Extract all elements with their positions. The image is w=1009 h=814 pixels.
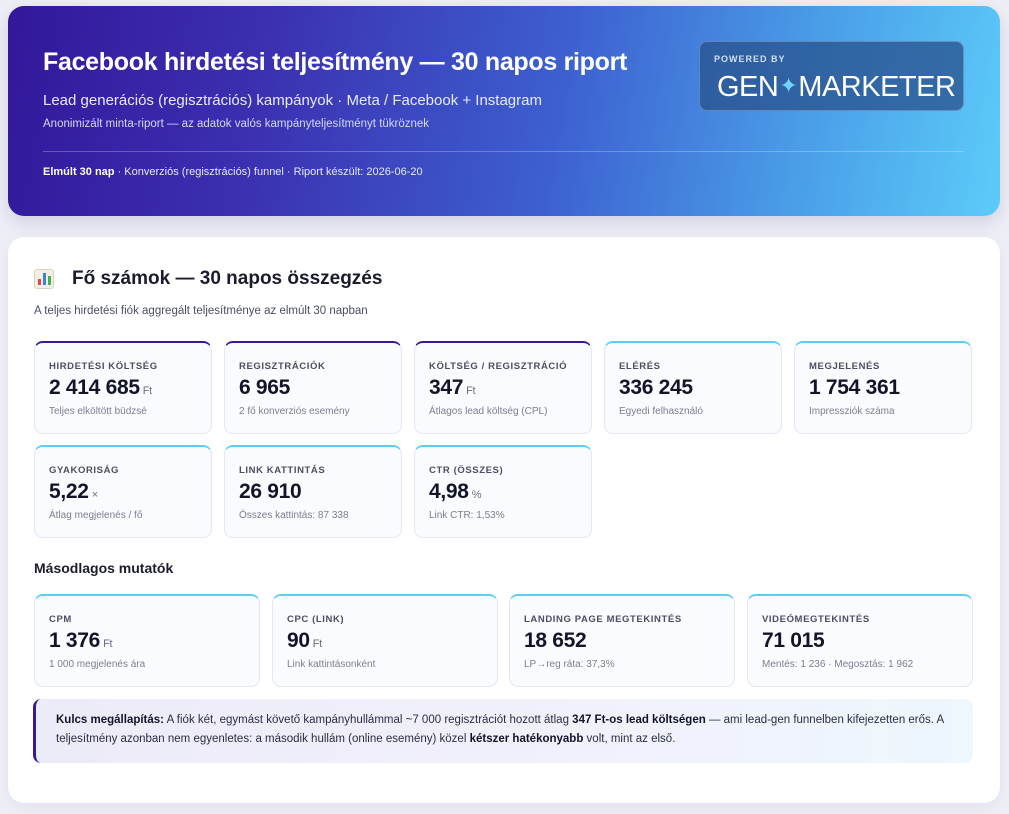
kpi-caption: LP→reg ráta: 37,3%	[524, 659, 615, 670]
kpi-label: CPC (LINK)	[287, 614, 345, 625]
kpi-caption: Link CTR: 1,53%	[429, 510, 505, 521]
kpi-tile: REGISZTRÁCIÓK 6 965 2 fő konverziós esemén…	[224, 341, 402, 434]
kpi-value: 1 754 361	[809, 376, 903, 400]
key-insight-box: Kulcs megállapítás: A fiók két, egymást …	[33, 699, 973, 763]
kpi-tile: LINK KATTINTÁS 26 910 Összes kattintás: 87…	[224, 445, 402, 538]
kpi-value: 2 414 685 Ft	[49, 376, 152, 400]
genmarketer-logo: POWERED BY GEN✦MARKETER	[699, 41, 964, 111]
kpi-tile: CTR (ÖSSZES) 4,98% Link CTR: 1,53%	[414, 445, 592, 538]
kpi-caption: 2 fő konverziós esemény	[239, 406, 350, 417]
kpi-tile: HIRDETÉSI KÖLTSÉG 2 414 685 Ft Teljes elköl…	[34, 341, 212, 434]
powered-by-label: POWERED BY	[714, 54, 786, 64]
kpi-label: CTR (ÖSSZES)	[429, 465, 504, 476]
kpi-caption: Egyedi felhasználó	[619, 406, 703, 417]
kpi-label: KÖLTSÉG / REGISZTRÁCIÓ	[429, 361, 568, 372]
kpi-value: 336 245	[619, 376, 696, 400]
kpi-number: 336 245	[619, 376, 693, 399]
kpi-value: 347 Ft	[429, 376, 476, 400]
kpi-caption: Link kattintásonként	[287, 659, 376, 670]
kpi-label: CPM	[49, 614, 72, 625]
kpi-number: 347	[429, 376, 464, 399]
kpi-number: 18 652	[524, 629, 587, 652]
kpi-label: LANDING PAGE MEGTEKINTÉS	[524, 614, 682, 625]
report-meta: Elmúlt 30 nap · Konverziós (regisztráció…	[43, 166, 423, 178]
kpi-tile: VIDEÓMEGTEKINTÉS 71 015 Mentés: 1 236 · Me…	[747, 594, 973, 687]
kpi-caption: Átlagos lead költség (CPL)	[429, 406, 548, 417]
section-description: A teljes hirdetési fiók aggregált teljes…	[34, 305, 368, 317]
kpi-caption: 1 000 megjelenés ára	[49, 659, 146, 670]
kpi-label: GYAKORISÁG	[49, 465, 120, 476]
kpi-tile: ELÉRÉS 336 245 Egyedi felhasználó	[604, 341, 782, 434]
kpi-value: 26 910	[239, 480, 304, 504]
kpi-value: 1 376 Ft	[49, 629, 113, 653]
sparkle-icon: ✦	[779, 73, 798, 98]
kpi-number: 71 015	[762, 629, 825, 652]
anonymization-note: Anonimizált minta-riport — az adatok val…	[43, 118, 430, 130]
kpi-number: 26 910	[239, 480, 302, 503]
kpi-number: 6 965	[239, 376, 291, 399]
summary-card: Fő számok — 30 napos összegzés A teljes …	[8, 237, 1000, 803]
kpi-value: 6 965	[239, 376, 293, 400]
kpi-unit: Ft	[312, 638, 322, 650]
kpi-value: 18 652	[524, 629, 589, 653]
kpi-number: 90	[287, 629, 310, 652]
kpi-number: 4,98	[429, 480, 469, 503]
kpi-number: 2 414 685	[49, 376, 140, 399]
kpi-tile: CPM 1 376 Ft 1 000 megjelenés ára	[34, 594, 260, 687]
page-subtitle: Lead generációs (regisztrációs) kampányo…	[43, 92, 542, 109]
kpi-label: MEGJELENÉS	[809, 361, 880, 372]
header-divider	[43, 151, 964, 152]
insight-text-1: A fiók két, egymást követő kampányhullám…	[164, 714, 573, 726]
logo-text-left: GEN	[717, 71, 779, 103]
kpi-unit: ×	[91, 489, 98, 501]
kpi-caption: Összes kattintás: 87 338	[239, 510, 349, 521]
kpi-tile: CPC (LINK) 90 Ft Link kattintásonként	[272, 594, 498, 687]
logo-text-right: MARKETER	[798, 71, 956, 103]
kpi-value: 90 Ft	[287, 629, 322, 653]
insight-text-3: volt, mint az első.	[583, 733, 676, 745]
kpi-unit: Ft	[142, 385, 152, 397]
page-title: Facebook hirdetési teljesítmény — 30 nap…	[43, 48, 628, 76]
kpi-number: 5,22	[49, 480, 89, 503]
insight-highlight-cpl: 347 Ft-os lead költségen	[572, 714, 706, 726]
kpi-unit: %	[471, 489, 482, 501]
kpi-value: 4,98%	[429, 480, 481, 504]
kpi-value: 71 015	[762, 629, 827, 653]
section-title-text: Fő számok — 30 napos összegzés	[72, 268, 383, 289]
kpi-label: REGISZTRÁCIÓK	[239, 361, 326, 372]
kpi-caption: Teljes elköltött büdzsé	[49, 406, 147, 417]
insight-lead: Kulcs megállapítás:	[56, 714, 165, 726]
section-title: Fő számok — 30 napos összegzés	[34, 268, 382, 290]
bar-chart-icon	[34, 269, 54, 289]
report-period: Elmúlt 30 nap	[43, 166, 115, 178]
kpi-label: ELÉRÉS	[619, 361, 661, 372]
kpi-number: 1 376	[49, 629, 101, 652]
kpi-unit: Ft	[466, 385, 476, 397]
kpi-unit: Ft	[103, 638, 113, 650]
kpi-tile: KÖLTSÉG / REGISZTRÁCIÓ 347 Ft Átlagos lead …	[414, 341, 592, 434]
secondary-metrics-title: Másodlagos mutatók	[34, 560, 174, 576]
report-meta-details: · Konverziós (regisztrációs) funnel · Ri…	[114, 166, 423, 178]
kpi-label: HIRDETÉSI KÖLTSÉG	[49, 361, 158, 372]
report-header: Facebook hirdetési teljesítmény — 30 nap…	[8, 6, 1000, 216]
insight-text-2: — ami lead-gen funnelben kifejezetten er…	[56, 714, 944, 745]
kpi-label: LINK KATTINTÁS	[239, 465, 326, 476]
insight-highlight-efficiency: kétszer hatékonyabb	[469, 733, 584, 745]
kpi-tile: MEGJELENÉS 1 754 361 Impressziók száma	[794, 341, 972, 434]
kpi-value: 5,22 ×	[49, 480, 98, 504]
logo-wordmark: GEN✦MARKETER	[717, 71, 956, 104]
kpi-tile: LANDING PAGE MEGTEKINTÉS 18 652 LP→reg rát…	[509, 594, 735, 687]
kpi-caption: Impressziók száma	[809, 406, 895, 417]
kpi-number: 1 754 361	[809, 376, 900, 399]
kpi-caption: Mentés: 1 236 · Megosztás: 1 962	[762, 659, 914, 670]
kpi-tile: GYAKORISÁG 5,22 × Átlag megjelenés / fő	[34, 445, 212, 538]
kpi-label: VIDEÓMEGTEKINTÉS	[762, 614, 870, 625]
kpi-caption: Átlag megjelenés / fő	[49, 510, 143, 521]
